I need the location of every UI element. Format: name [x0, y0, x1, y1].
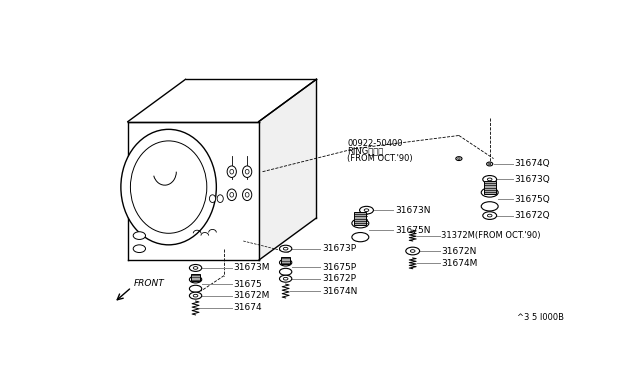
Ellipse shape [280, 268, 292, 275]
Text: 31372M(FROM OCT.'90): 31372M(FROM OCT.'90) [441, 231, 541, 240]
Text: FRONT: FRONT [134, 279, 164, 288]
Text: 31675: 31675 [234, 280, 262, 289]
Ellipse shape [360, 206, 373, 214]
Ellipse shape [280, 275, 292, 282]
Ellipse shape [488, 163, 491, 165]
Text: 31674N: 31674N [322, 286, 357, 295]
Ellipse shape [352, 219, 369, 228]
Ellipse shape [193, 267, 198, 269]
Ellipse shape [133, 232, 145, 240]
Bar [281, 257, 291, 264]
Ellipse shape [488, 214, 492, 217]
Polygon shape [259, 79, 316, 260]
Text: 31675Q: 31675Q [515, 195, 550, 204]
Text: 31675P: 31675P [322, 263, 356, 272]
Text: 31672M: 31672M [234, 291, 269, 300]
Ellipse shape [284, 247, 288, 250]
Ellipse shape [486, 162, 493, 166]
Text: 31672N: 31672N [441, 247, 477, 256]
Polygon shape [128, 122, 259, 260]
Bar [191, 274, 200, 281]
Ellipse shape [189, 264, 202, 272]
Ellipse shape [488, 178, 492, 181]
Ellipse shape [243, 166, 252, 177]
Bar [484, 182, 496, 194]
Ellipse shape [483, 212, 497, 219]
Ellipse shape [456, 157, 462, 161]
Ellipse shape [193, 294, 198, 297]
Ellipse shape [243, 189, 252, 201]
Text: 31673N: 31673N [395, 206, 431, 215]
Ellipse shape [133, 245, 145, 253]
Ellipse shape [209, 195, 216, 202]
Text: 31674Q: 31674Q [515, 160, 550, 169]
Ellipse shape [245, 192, 249, 197]
Ellipse shape [364, 209, 369, 212]
Text: 31674: 31674 [234, 304, 262, 312]
Text: 31672Q: 31672Q [515, 211, 550, 220]
Text: RINGリング: RINGリング [348, 147, 383, 155]
Text: 31674M: 31674M [441, 259, 477, 268]
Ellipse shape [189, 285, 202, 292]
Text: ^3 5 I000B: ^3 5 I000B [516, 314, 564, 323]
Ellipse shape [481, 202, 498, 211]
Text: 31673Q: 31673Q [515, 175, 550, 184]
Ellipse shape [481, 188, 498, 197]
Ellipse shape [280, 245, 292, 252]
Ellipse shape [280, 259, 292, 266]
Text: 31673M: 31673M [234, 263, 270, 272]
Ellipse shape [227, 189, 236, 201]
Text: 31673P: 31673P [322, 244, 356, 253]
Text: (FROM OCT.'90): (FROM OCT.'90) [348, 154, 413, 163]
Ellipse shape [245, 169, 249, 174]
Ellipse shape [406, 247, 420, 255]
Ellipse shape [410, 250, 415, 252]
Ellipse shape [230, 192, 234, 197]
Ellipse shape [284, 278, 288, 280]
Ellipse shape [227, 166, 236, 177]
Ellipse shape [121, 129, 216, 245]
Ellipse shape [483, 176, 497, 183]
Text: 31672P: 31672P [322, 274, 356, 283]
Ellipse shape [230, 169, 234, 174]
Ellipse shape [189, 292, 202, 299]
Ellipse shape [217, 195, 223, 202]
Ellipse shape [131, 141, 207, 233]
Polygon shape [128, 79, 316, 122]
Bar [354, 212, 367, 225]
Text: 31675N: 31675N [395, 226, 431, 235]
Ellipse shape [458, 158, 460, 159]
Ellipse shape [189, 276, 202, 283]
Text: 00922-50400: 00922-50400 [348, 139, 403, 148]
Ellipse shape [352, 232, 369, 242]
